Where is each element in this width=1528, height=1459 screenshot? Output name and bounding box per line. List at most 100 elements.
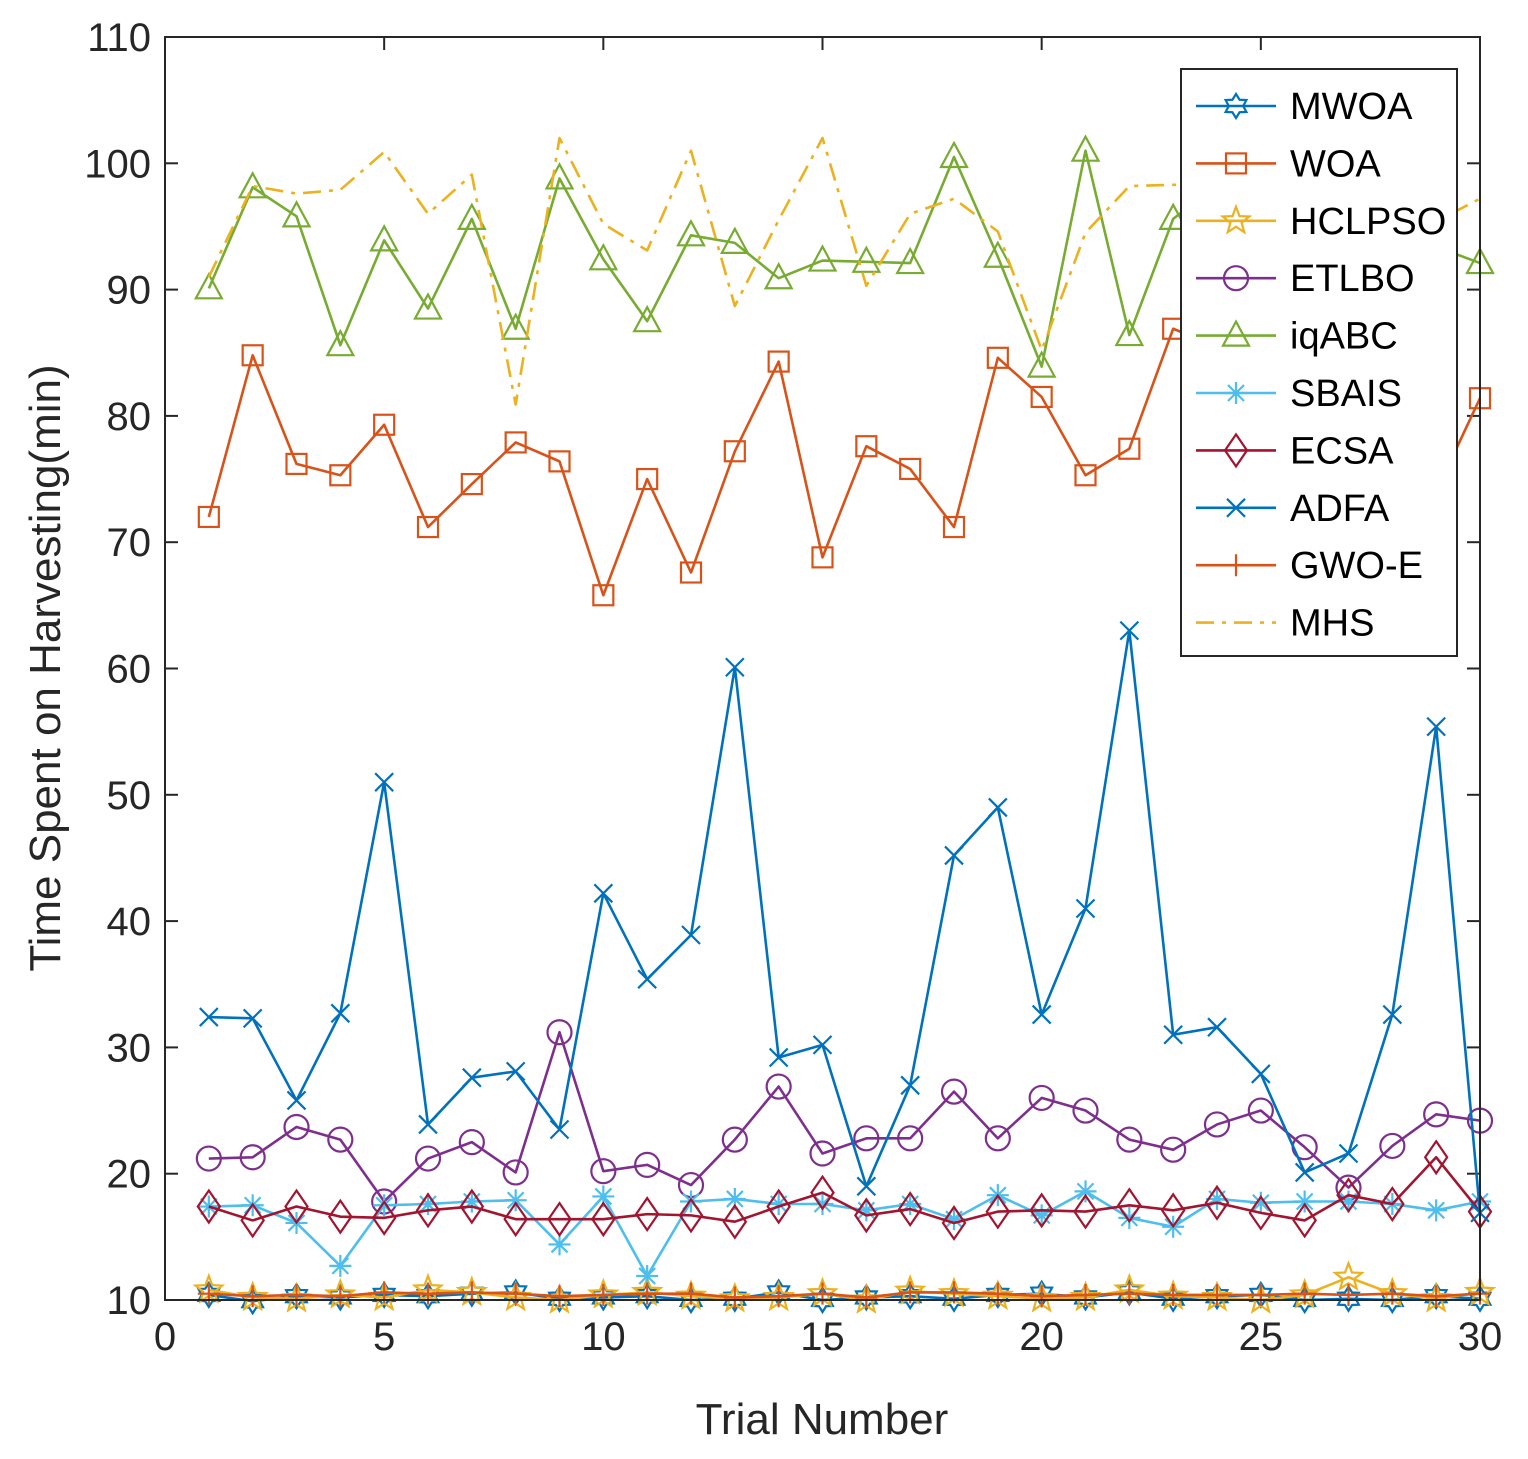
legend-marker-iqabc bbox=[1221, 319, 1251, 347]
data-point-etlbo bbox=[239, 1144, 266, 1171]
data-point-sbais bbox=[329, 1254, 352, 1277]
data-point-gwo-e bbox=[592, 1283, 615, 1306]
series-line-adfa bbox=[208, 629, 1482, 1213]
data-point-sbais bbox=[680, 1190, 702, 1213]
data-point-etlbo bbox=[1028, 1084, 1055, 1112]
legend: MWOA WOA HCLPSO ETLBO iqABC SBAIS ECSA ADFA GWO-… bbox=[1180, 68, 1458, 657]
data-point-ecsa bbox=[678, 1197, 704, 1234]
data-point-etlbo bbox=[1247, 1097, 1274, 1124]
plot-frame bbox=[164, 36, 1481, 1301]
data-point-sbais bbox=[417, 1193, 439, 1216]
data-point-mwoa bbox=[854, 1283, 879, 1312]
y-tick-label: 50 bbox=[107, 774, 152, 818]
x-tick-label: 15 bbox=[800, 1315, 845, 1359]
data-point-mwoa bbox=[1204, 1282, 1230, 1311]
data-point-adfa bbox=[505, 1061, 526, 1082]
data-point-etlbo bbox=[721, 1126, 748, 1153]
y-tick-label: 10 bbox=[107, 1279, 152, 1323]
legend-item-iqabc: iqABC bbox=[1196, 316, 1398, 358]
data-point-sbais bbox=[1337, 1190, 1360, 1213]
data-point-adfa bbox=[330, 1003, 351, 1024]
data-point-ecsa bbox=[590, 1201, 616, 1238]
data-point-iqabc bbox=[851, 245, 882, 273]
data-point-etlbo bbox=[809, 1140, 836, 1167]
legend-label-gwo-e: GWO-E bbox=[1290, 545, 1423, 587]
data-point-woa bbox=[1030, 385, 1053, 409]
data-point-sbais bbox=[1206, 1187, 1228, 1210]
data-point-adfa bbox=[242, 1008, 263, 1029]
data-point-adfa bbox=[768, 1047, 789, 1068]
series-etlbo bbox=[195, 1019, 1494, 1215]
data-point-etlbo bbox=[984, 1125, 1011, 1152]
data-point-etlbo bbox=[546, 1019, 573, 1046]
legend-label-woa: WOA bbox=[1290, 143, 1381, 185]
data-point-ecsa bbox=[1029, 1192, 1055, 1229]
data-point-ecsa bbox=[810, 1174, 835, 1211]
data-point-etlbo bbox=[897, 1125, 924, 1152]
series-gwo-e bbox=[197, 1281, 1491, 1309]
data-point-sbais bbox=[1249, 1191, 1272, 1214]
y-tick-label: 110 bbox=[87, 16, 151, 60]
data-point-woa bbox=[592, 584, 615, 607]
data-point-adfa bbox=[944, 845, 964, 866]
x-tick-label: 30 bbox=[1458, 1315, 1503, 1359]
y-tick-label: 70 bbox=[107, 521, 152, 565]
data-point-woa bbox=[460, 473, 483, 496]
data-point-mwoa bbox=[1073, 1283, 1098, 1312]
data-point-adfa bbox=[1207, 1017, 1227, 1037]
data-point-woa bbox=[504, 431, 527, 454]
data-point-iqabc bbox=[763, 261, 794, 290]
data-point-ecsa bbox=[722, 1203, 748, 1240]
legend-item-adfa: ADFA bbox=[1196, 488, 1390, 530]
data-point-ecsa bbox=[985, 1193, 1011, 1230]
legend-item-hclpso: HCLPSO bbox=[1196, 201, 1446, 243]
data-point-woa bbox=[986, 346, 1009, 369]
data-point-adfa bbox=[988, 797, 1008, 818]
data-point-iqabc bbox=[544, 162, 575, 190]
data-point-adfa bbox=[374, 772, 394, 792]
data-point-sbais bbox=[1074, 1180, 1097, 1203]
data-point-woa bbox=[767, 350, 790, 373]
data-point-ecsa bbox=[941, 1205, 967, 1241]
data-point-sbais bbox=[811, 1193, 834, 1216]
data-point-iqabc bbox=[281, 200, 312, 228]
data-point-adfa bbox=[549, 1119, 570, 1140]
data-point-gwo-e bbox=[1118, 1282, 1141, 1305]
data-point-sbais bbox=[504, 1189, 527, 1212]
data-point-etlbo bbox=[765, 1073, 792, 1100]
data-point-gwo-e bbox=[1293, 1282, 1316, 1305]
data-point-iqabc bbox=[1114, 318, 1145, 347]
data-point-etlbo bbox=[1160, 1136, 1187, 1163]
data-point-woa bbox=[241, 344, 264, 367]
data-point-ecsa bbox=[371, 1199, 397, 1236]
data-point-iqabc bbox=[193, 272, 224, 300]
legend-marker-woa bbox=[1224, 152, 1248, 175]
data-point-iqabc bbox=[369, 224, 400, 252]
data-point-etlbo bbox=[1072, 1097, 1099, 1124]
data-point-gwo-e bbox=[811, 1282, 834, 1305]
data-point-ecsa bbox=[547, 1201, 572, 1238]
data-point-woa bbox=[679, 561, 703, 584]
data-point-woa bbox=[1118, 437, 1141, 460]
data-point-iqabc bbox=[500, 312, 531, 340]
legend-marker-hclpso bbox=[1219, 203, 1253, 235]
data-point-sbais bbox=[1118, 1206, 1141, 1229]
data-point-sbais bbox=[1293, 1190, 1316, 1213]
data-point-etlbo bbox=[458, 1129, 485, 1156]
data-point-mwoa bbox=[284, 1282, 309, 1311]
x-axis-title: Trial Number bbox=[696, 1395, 949, 1444]
data-point-gwo-e bbox=[285, 1283, 308, 1306]
data-point-ecsa bbox=[196, 1188, 222, 1225]
data-point-adfa bbox=[286, 1090, 307, 1111]
x-tick-label: 20 bbox=[1019, 1315, 1064, 1359]
data-point-ecsa bbox=[327, 1198, 353, 1235]
data-point-iqabc bbox=[1070, 134, 1101, 162]
y-tick-label: 40 bbox=[107, 900, 152, 944]
series-adfa bbox=[199, 620, 1490, 1223]
data-point-adfa bbox=[681, 925, 701, 945]
legend-item-etlbo: ETLBO bbox=[1196, 258, 1415, 300]
legend-item-woa: WOA bbox=[1196, 143, 1381, 185]
legend-label-mhs: MHS bbox=[1290, 603, 1374, 645]
data-point-iqabc bbox=[237, 170, 268, 199]
data-point-iqabc bbox=[588, 242, 619, 271]
